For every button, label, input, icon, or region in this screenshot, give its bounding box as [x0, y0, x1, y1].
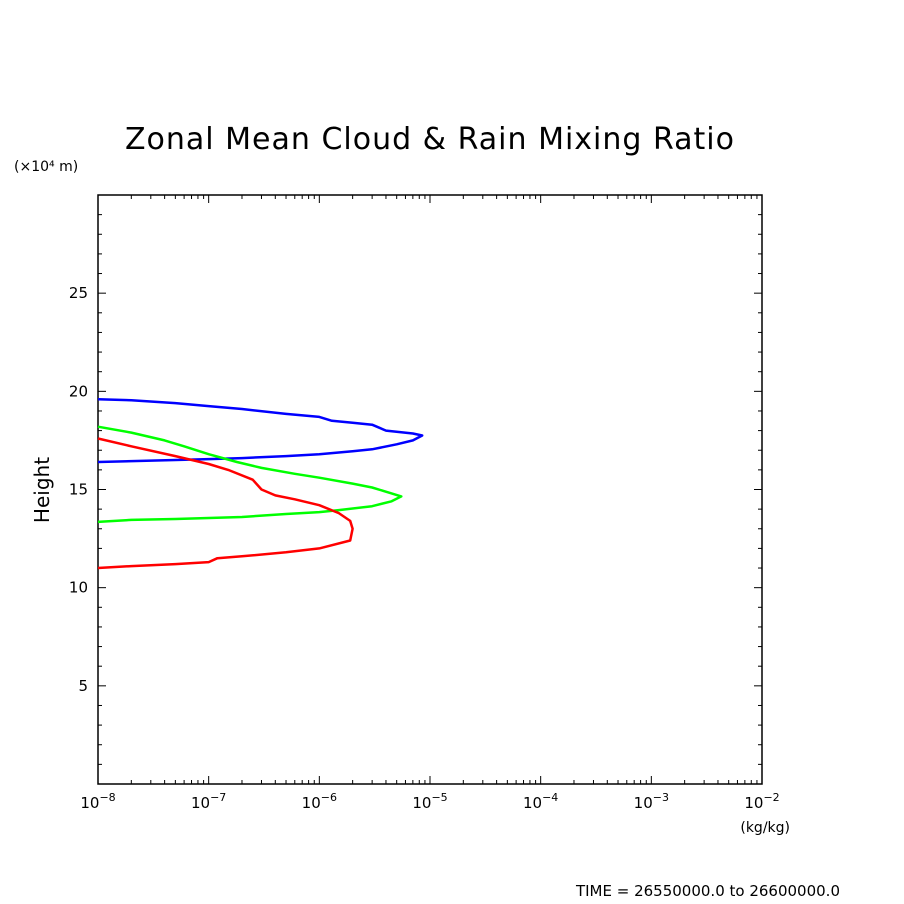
y-axis-tick-labels: 5 10 15 20 25: [69, 284, 88, 695]
y-tick-label: 20: [69, 382, 88, 400]
series-line-1: [97, 397, 424, 464]
x-tick-label: 10−2: [744, 791, 779, 812]
y-tick-label: 5: [78, 677, 88, 695]
series-line-2: [97, 425, 403, 524]
y-axis-ticks: [98, 214, 762, 765]
y-tick-label: 10: [69, 579, 88, 597]
x-axis-ticks: [97, 195, 763, 784]
y-tick-label: 15: [69, 481, 88, 499]
time-range-label: TIME = 26550000.0 to 26600000.0: [575, 882, 840, 900]
x-axis-tick-labels: 10−8 10−7 10−6 10−5 10−4 10−3 10−2: [80, 791, 779, 812]
x-tick-label: 10−5: [412, 791, 447, 812]
series-group: [97, 397, 424, 570]
x-tick-label: 10−4: [523, 791, 558, 812]
series-line-3: [97, 437, 354, 570]
chart-title: Zonal Mean Cloud & Rain Mixing Ratio: [125, 122, 735, 157]
x-axis-unit: (kg/kg): [740, 820, 790, 836]
x-tick-label: 10−3: [634, 791, 669, 812]
x-tick-label: 10−8: [80, 791, 115, 812]
y-tick-label: 25: [69, 284, 88, 302]
x-tick-label: 10−6: [302, 791, 337, 812]
x-tick-label: 10−7: [191, 791, 226, 812]
y-axis-label: Height: [30, 457, 54, 523]
y-axis-unit: (×10⁴ m): [14, 159, 78, 175]
plot-frame: [97, 194, 763, 785]
